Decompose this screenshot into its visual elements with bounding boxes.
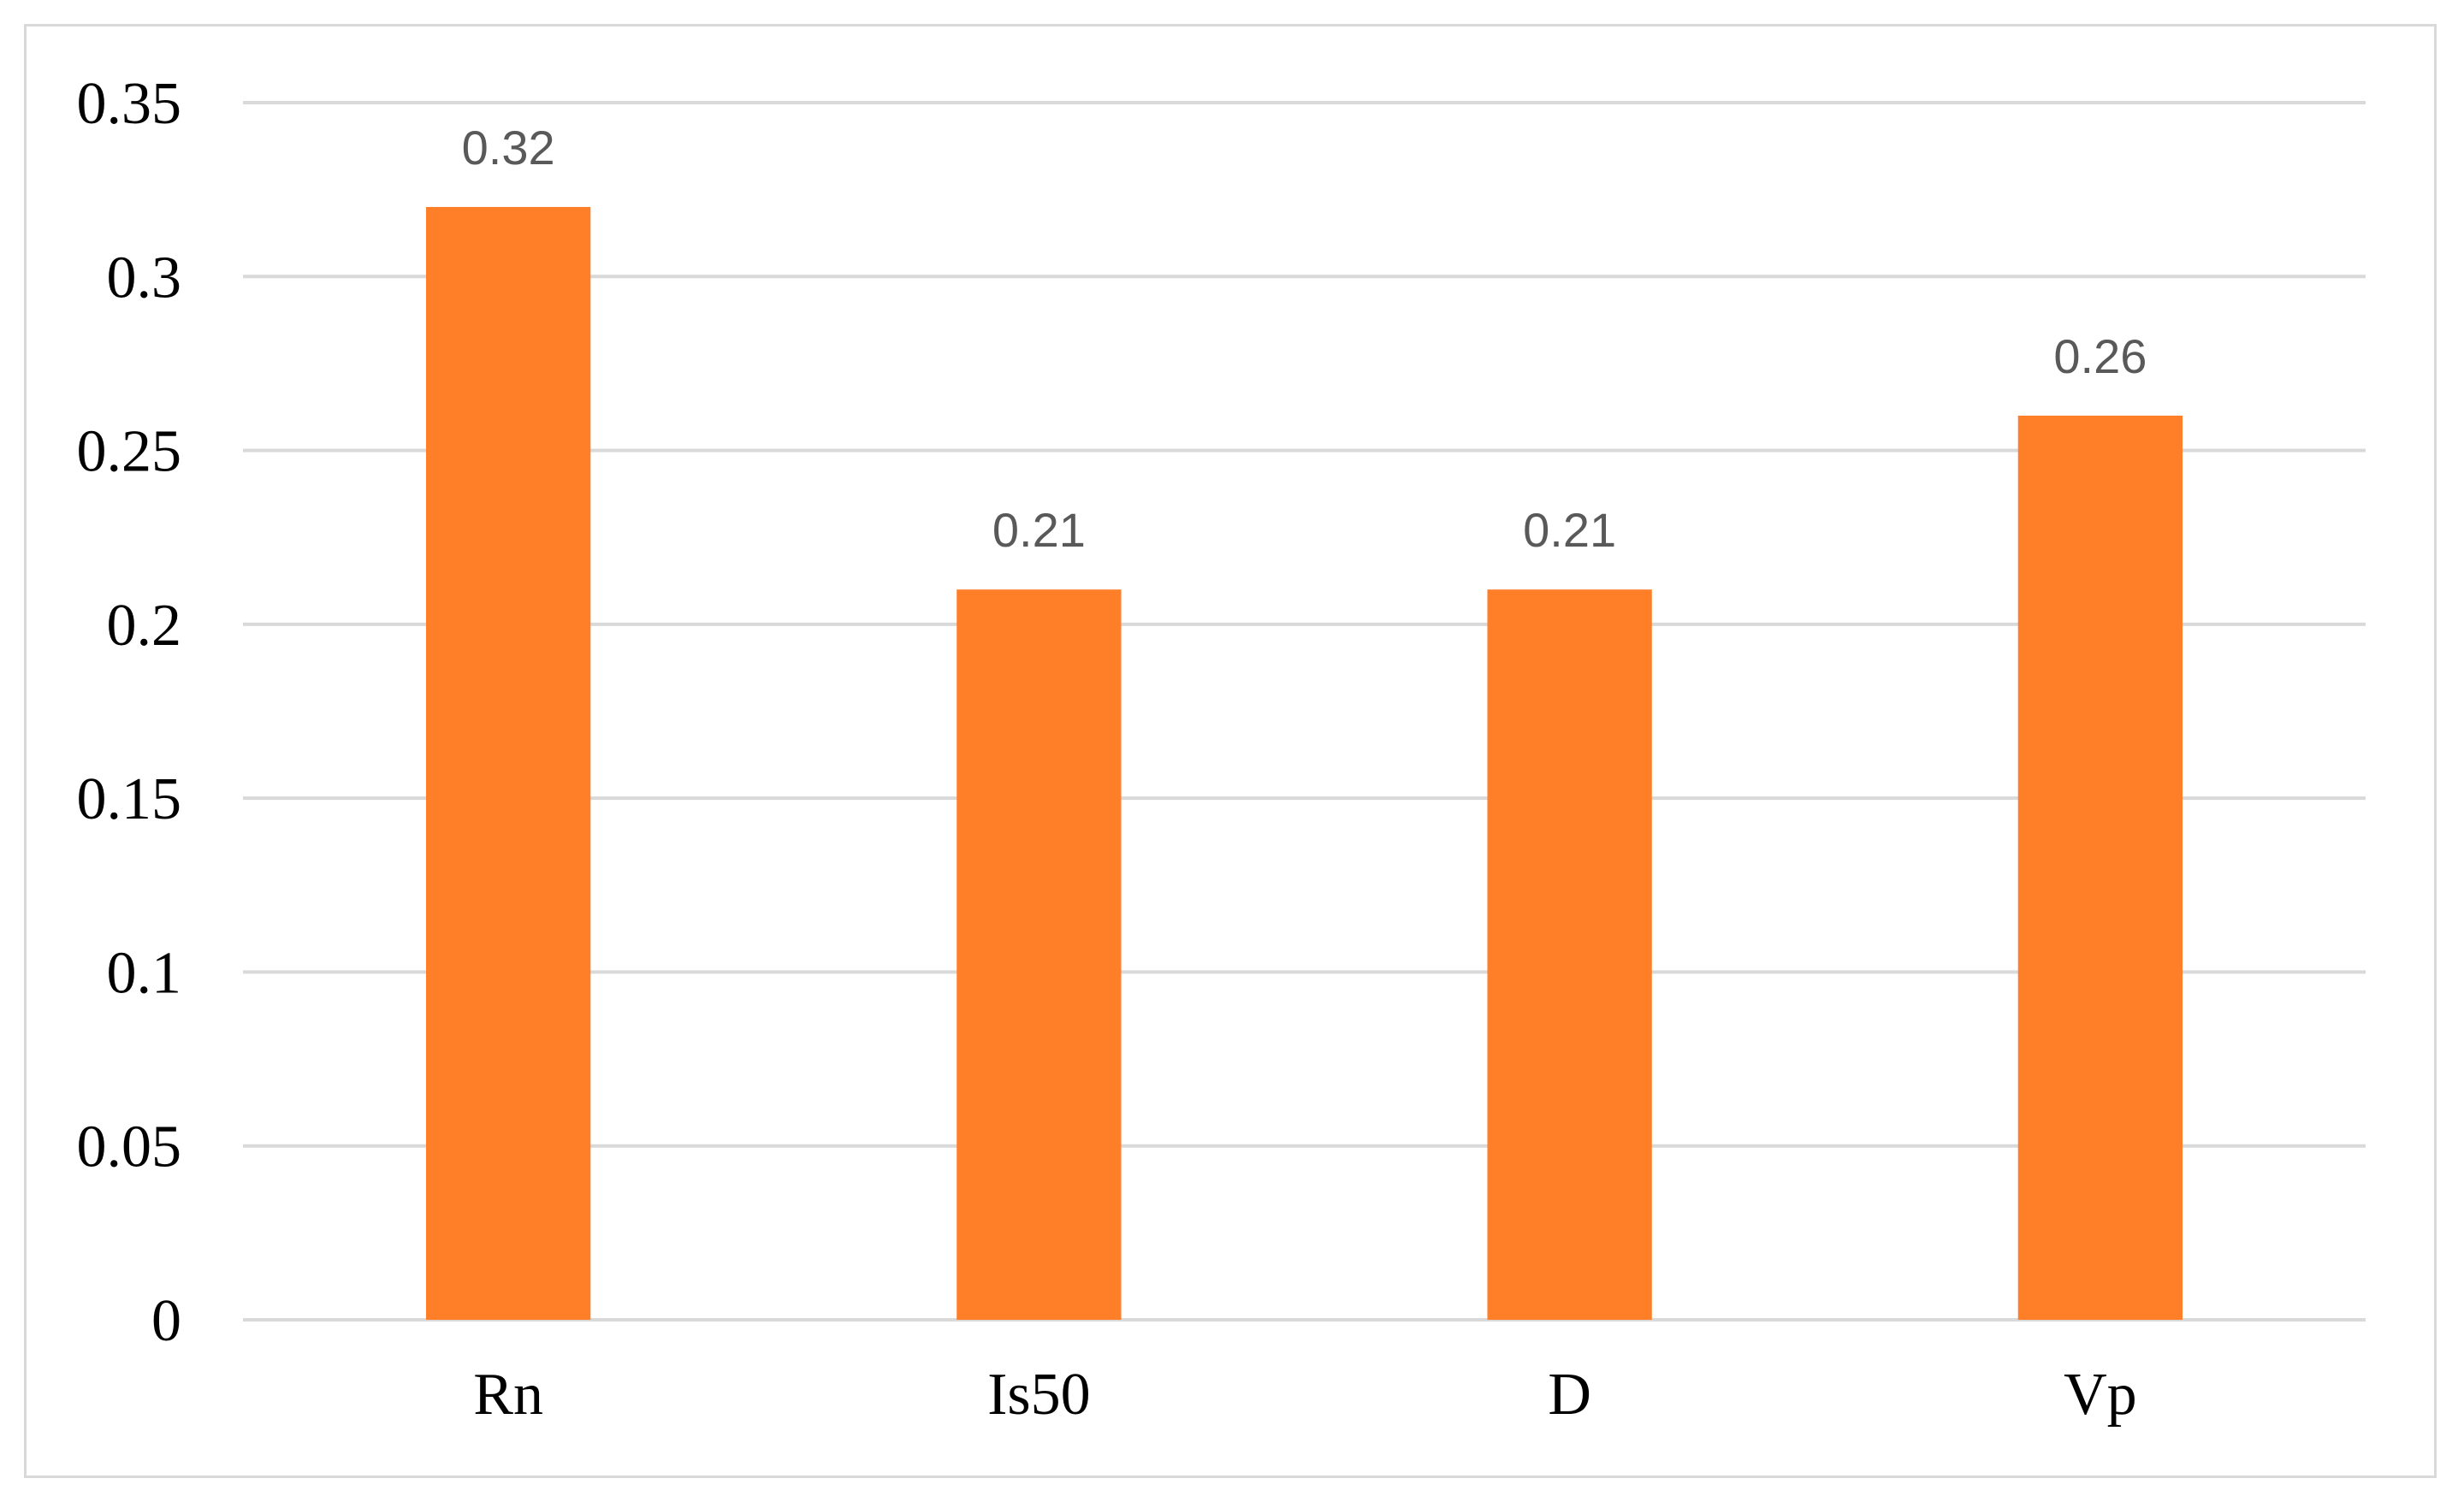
y-tick-label: 0.15 (77, 766, 182, 832)
bars (425, 206, 2183, 1320)
y-tick-label: 0.25 (77, 419, 182, 485)
category-label-d: D (1548, 1362, 1591, 1428)
category-label-rn: Rn (473, 1362, 543, 1428)
y-tick-label: 0 (151, 1288, 181, 1354)
data-label-vp: 0.26 (2053, 329, 2147, 383)
y-tick-label: 0.35 (77, 71, 182, 137)
y-tick-label: 0.2 (107, 593, 182, 659)
gridlines (243, 101, 2366, 1322)
y-tick-label: 0.1 (107, 940, 182, 1006)
bar-d (1487, 589, 1652, 1320)
y-axis-tick-labels: 0 0.05 0.1 0.15 0.2 0.25 0.3 0.35 (77, 71, 182, 1354)
data-label-d: 0.21 (1523, 503, 1616, 557)
data-labels: 0.32 0.21 0.21 0.26 (462, 121, 2147, 557)
y-tick-label: 0.3 (107, 245, 182, 310)
category-label-is50: Is50 (987, 1362, 1091, 1428)
bar-is50 (957, 589, 1122, 1320)
y-tick-label: 0.05 (77, 1115, 182, 1180)
bar-vp (2017, 415, 2183, 1320)
category-label-vp: Vp (2064, 1362, 2137, 1428)
data-label-rn: 0.32 (462, 121, 555, 174)
data-label-is50: 0.21 (992, 503, 1086, 557)
x-axis-category-labels: Rn Is50 D Vp (473, 1362, 2136, 1428)
bar-rn (425, 206, 591, 1320)
